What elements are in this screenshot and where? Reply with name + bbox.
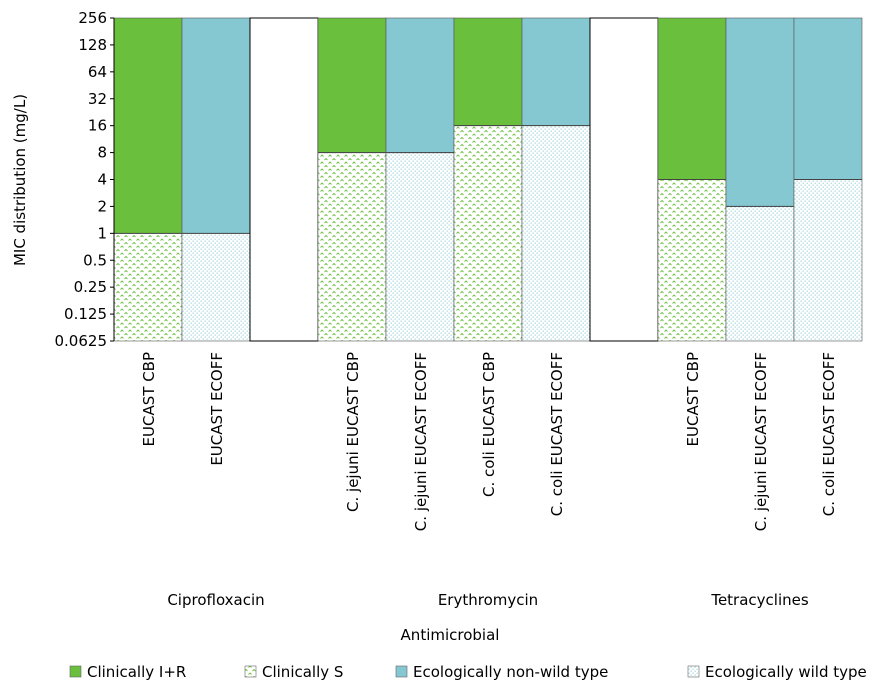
bar-clinically-s xyxy=(453,125,523,342)
y-tick-label: 32 xyxy=(88,90,107,108)
y-tick-label: 0.0625 xyxy=(55,332,108,350)
bar-ecologically-wild-type xyxy=(521,125,591,342)
legend-label: Clinically S xyxy=(262,663,343,681)
y-tick-label: 0.5 xyxy=(83,251,107,269)
y-tick-label: 128 xyxy=(78,36,107,54)
y-tick-label: 256 xyxy=(78,9,107,27)
bar-clinically-ir xyxy=(453,17,523,126)
category-label: EUCAST ECOFF xyxy=(208,352,226,466)
category-label: EUCAST CBP xyxy=(684,352,702,446)
y-axis-title: MIC distribution (mg/L) xyxy=(11,94,29,266)
legend-swatch xyxy=(69,665,82,678)
y-tick-label: 2 xyxy=(97,197,107,215)
legend-label: Clinically I+R xyxy=(87,663,186,681)
bar-clinically-s xyxy=(317,152,387,342)
legend-swatch xyxy=(244,665,257,678)
bar-blank xyxy=(589,17,659,342)
y-tick-label: 0.125 xyxy=(64,305,107,323)
plot-area xyxy=(113,17,863,342)
bar-clinically-ir xyxy=(657,17,727,180)
category-label: C. jejuni EUCAST ECOFF xyxy=(752,352,770,531)
legend-swatch xyxy=(687,665,700,678)
bar-ecologically-wild-type xyxy=(385,152,455,342)
bar-ecologically-non-wild-type xyxy=(385,17,455,153)
bar-ecologically-wild-type xyxy=(793,179,863,342)
bar-clinically-s xyxy=(657,179,727,342)
legend: Clinically I+R Clinically S Ecologically n… xyxy=(69,663,867,681)
y-tick-label: 1 xyxy=(97,224,107,242)
x-axis-title: Antimicrobial xyxy=(401,626,500,644)
y-tick-label: 16 xyxy=(88,117,107,135)
category-label: EUCAST CBP xyxy=(140,352,158,446)
bar-ecologically-non-wild-type xyxy=(793,17,863,180)
bar-ecologically-non-wild-type xyxy=(521,17,591,126)
y-tick-label: 64 xyxy=(88,63,107,81)
legend-swatch xyxy=(395,665,408,678)
group-label: Tetracyclines xyxy=(710,591,809,609)
bar-ecologically-non-wild-type xyxy=(725,17,795,207)
y-tick-label: 8 xyxy=(97,144,107,162)
bar-clinically-ir xyxy=(113,17,183,234)
category-label: C. jejuni EUCAST CBP xyxy=(344,352,362,512)
legend-label: Ecologically wild type xyxy=(705,663,867,681)
y-axis: 256 128 64 32 16 8 4 2 1 0.5 0.25 0.125 0.0625 xyxy=(55,9,115,350)
category-label: C. coli EUCAST ECOFF xyxy=(548,352,566,516)
bar-blank xyxy=(249,17,319,342)
y-tick-label: 0.25 xyxy=(74,278,107,296)
bar-ecologically-wild-type xyxy=(181,233,251,342)
group-label: Ciprofloxacin xyxy=(167,591,264,609)
bar-clinically-s xyxy=(113,233,183,342)
bar-ecologically-wild-type xyxy=(725,206,795,342)
category-label: C. jejuni EUCAST ECOFF xyxy=(412,352,430,531)
group-label: Erythromycin xyxy=(438,591,538,609)
bar-ecologically-non-wild-type xyxy=(181,17,251,234)
legend-label: Ecologically non-wild type xyxy=(413,663,608,681)
category-label: C. coli EUCAST CBP xyxy=(480,352,498,497)
bar-clinically-ir xyxy=(317,17,387,153)
y-tick-label: 4 xyxy=(97,171,107,189)
x-axis: EUCAST CBP EUCAST ECOFF C. jejuni EUCAST C… xyxy=(140,352,838,609)
category-label: C. coli EUCAST ECOFF xyxy=(820,352,838,516)
